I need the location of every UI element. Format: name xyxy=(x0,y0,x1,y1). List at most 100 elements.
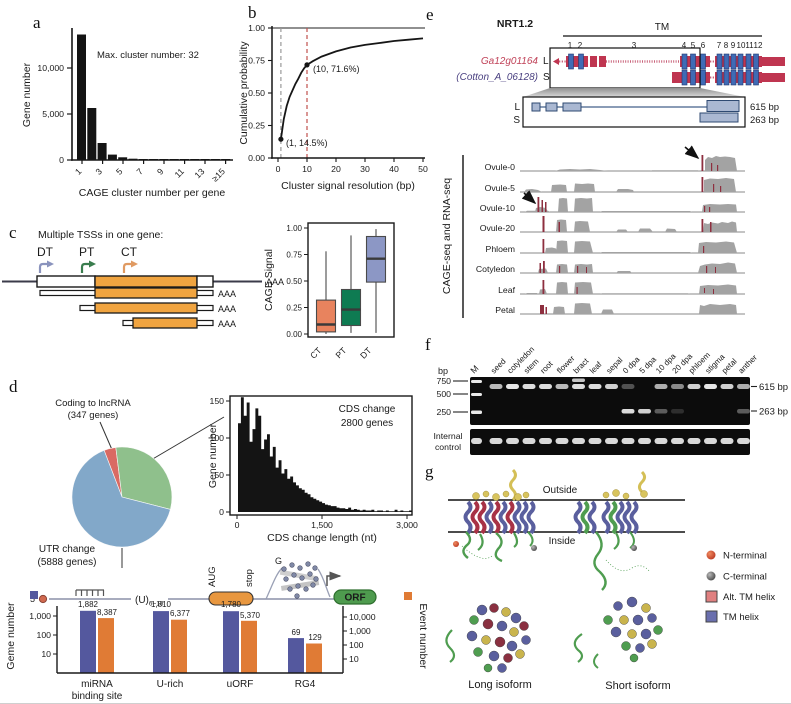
short-isoform-top-view xyxy=(573,596,663,669)
gene-structure xyxy=(553,53,785,86)
panel-f: f bp 750 500 250 M seed cotyledon stem r… xyxy=(425,335,788,455)
panel-a-xlabel: CAGE cluster number per gene xyxy=(79,187,226,199)
tm-num-1: 1 xyxy=(568,41,573,50)
panel-e: e NRT1.2 TM 1 2 3 4 5 6 7 8 9 10 11 12 G… xyxy=(426,5,785,318)
boxplot-ytick-4: 1.00 xyxy=(286,224,302,233)
panel-b-ytick-3: 0.75 xyxy=(248,56,265,66)
bars-ticks xyxy=(53,615,347,660)
lane-label-6: leaf xyxy=(588,359,604,375)
gel-ic-bands xyxy=(471,438,750,444)
gel-marker-750: 750 xyxy=(437,376,452,386)
track-name-3: Ovule-20 xyxy=(480,223,515,233)
bars-rtick-1: 1,000 xyxy=(349,626,371,636)
inside-label: Inside xyxy=(549,536,576,547)
pie-label-lncRNA-1: Coding to lncRNA xyxy=(55,398,131,409)
tm-num-12: 12 xyxy=(754,41,763,50)
panel-a-annotation: Max. cluster number: 32 xyxy=(97,50,199,61)
rnaseq-signal xyxy=(524,156,737,314)
panel-b-ytick-2: 0.50 xyxy=(248,88,265,98)
rg4-g-label: G xyxy=(275,556,282,566)
tm-num-3: 3 xyxy=(632,41,637,50)
panel-b-xtick-5: 50 xyxy=(418,164,428,174)
legend-alt-tm-icon xyxy=(705,590,718,603)
u-rich-label: (U) xyxy=(135,595,149,606)
tss-dt-label: DT xyxy=(37,245,54,259)
polya-label-1: AAA xyxy=(218,289,236,299)
legend-n-terminal-icon xyxy=(706,550,716,560)
panel-b-ytick-0: 0.00 xyxy=(248,153,265,163)
legend-n-terminal-label: N-terminal xyxy=(723,551,767,562)
size-615: 615 bp xyxy=(750,102,779,113)
transcript-row-3: AAA xyxy=(122,317,236,329)
track-name-5: Cotyledon xyxy=(476,264,515,274)
zoom-transcripts xyxy=(531,100,740,123)
tm-numbers: 1 2 3 4 5 6 7 8 9 10 11 12 xyxy=(568,41,763,50)
orf-box xyxy=(333,589,377,605)
panel-b-xlabel: Cluster signal resolution (bp) xyxy=(281,180,415,192)
bars-left-label: Geme number xyxy=(5,602,17,670)
bars-cat-0b: binding site xyxy=(72,691,123,702)
gel-lane-M: M xyxy=(468,363,480,375)
hist-xtick-1: 1,500 xyxy=(311,520,333,530)
bars-val-gene-3: 69 xyxy=(292,628,301,637)
pie-label-utr-1: UTR change xyxy=(39,544,96,555)
n-terminal-dot xyxy=(453,541,459,547)
gel-size-263: 263 bp xyxy=(759,407,788,418)
transcript-row-2: AAA xyxy=(79,302,236,314)
short-isoform-side-view xyxy=(573,470,651,591)
gel-size-615: 615 bp xyxy=(759,382,788,393)
panel-a-ytick-2: 10,000 xyxy=(37,63,64,73)
panel-g-letter: g xyxy=(425,462,434,481)
gene-title: NRT1.2 xyxy=(497,18,533,30)
panel-a-xtick-7: ≥15 xyxy=(210,166,227,183)
zoom-L-label: L xyxy=(514,102,520,113)
boxplot-cat-1: PT xyxy=(333,345,348,360)
hist-ticks xyxy=(226,400,408,519)
event-number-swatch xyxy=(404,592,412,600)
track-name-0: Ovule-0 xyxy=(485,162,516,172)
gel-marker-250: 250 xyxy=(437,407,452,417)
panel-a-xtick-5: 11 xyxy=(173,166,187,180)
gel-lane-labels: seed cotyledon stem root flower bract le… xyxy=(489,345,759,376)
legend-alt-tm-label: Alt. TM helix xyxy=(723,592,775,603)
size-263: 263 bp xyxy=(750,115,779,126)
bars-cat-2: uORF xyxy=(227,679,254,690)
utr-feature-bars xyxy=(80,610,322,673)
stop-label: stop xyxy=(244,569,255,587)
bars-ltick-1: 100 xyxy=(37,630,52,640)
tm-label: TM xyxy=(655,22,669,33)
track-name-6: Leaf xyxy=(498,285,515,295)
aug-label: AUG xyxy=(207,566,218,587)
legend-c-terminal-label: C-terminal xyxy=(723,572,767,583)
lane-label-15: anther xyxy=(737,353,760,376)
long-isoform-side-view xyxy=(453,468,537,563)
tm-num-9: 9 xyxy=(731,41,736,50)
bars-val-event-1: 6,377 xyxy=(170,609,191,618)
panel-a-ytick-0: 0 xyxy=(59,155,64,165)
tss-pt-arrow-icon xyxy=(80,260,96,273)
panel-a-xtick-1: 3 xyxy=(94,166,105,177)
tss-dt-arrow-icon xyxy=(38,260,54,273)
bars-val-gene-1: 1,810 xyxy=(151,600,172,609)
boxplot-frame xyxy=(307,222,395,338)
hist-ytick-2: 100 xyxy=(210,433,225,443)
panel-a-letter: a xyxy=(33,13,41,32)
tm-num-5: 5 xyxy=(691,41,696,50)
bars-right-label: Event number xyxy=(417,603,429,669)
panel-a-xtick-0: 1 xyxy=(73,166,84,177)
tm-num-4: 4 xyxy=(682,41,687,50)
polya-label-3: AAA xyxy=(218,319,236,329)
cap-icon xyxy=(38,594,48,604)
panel-a-xtick-2: 5 xyxy=(114,166,125,177)
gel-bp-label: bp xyxy=(438,366,448,376)
tm-num-6: 6 xyxy=(701,41,706,50)
bars-ltick-0: 1,000 xyxy=(29,611,51,621)
boxplot-boxes xyxy=(315,229,387,334)
legend-tm-icon xyxy=(705,610,718,623)
track-names: Ovule-0 Ovule-5 Ovule-10 Ovule-20 Phloem… xyxy=(476,162,516,315)
panel-a-ylabel: Gene number xyxy=(21,62,33,127)
rg4-icon: G xyxy=(265,556,342,600)
zoom-trapezoid xyxy=(523,88,745,97)
panel-b: b 0.00 0.25 0.50 0.75 1.00 0 10 20 30 40… xyxy=(238,3,428,192)
mrna-schematic: 5' (U)6~18 AUG stop G ORF xyxy=(30,556,377,608)
